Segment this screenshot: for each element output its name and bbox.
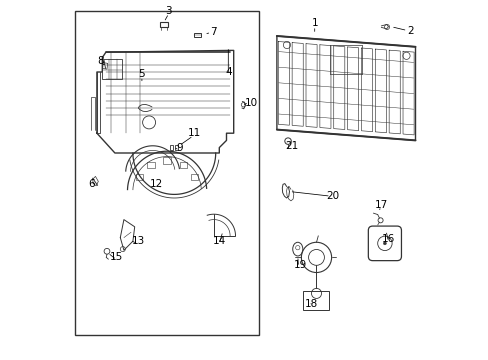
FancyBboxPatch shape <box>367 226 401 261</box>
FancyBboxPatch shape <box>170 145 173 150</box>
Text: 12: 12 <box>149 179 163 189</box>
Text: 14: 14 <box>212 236 225 246</box>
Text: 19: 19 <box>293 260 306 270</box>
FancyBboxPatch shape <box>163 157 170 163</box>
Text: 1: 1 <box>311 18 317 28</box>
Text: 3: 3 <box>165 6 172 16</box>
Text: 7: 7 <box>210 27 217 37</box>
FancyBboxPatch shape <box>160 22 167 27</box>
FancyBboxPatch shape <box>179 162 186 168</box>
Text: 4: 4 <box>224 67 231 77</box>
FancyBboxPatch shape <box>136 174 143 180</box>
Text: 10: 10 <box>244 98 258 108</box>
Text: 9: 9 <box>176 143 183 153</box>
FancyBboxPatch shape <box>102 59 122 79</box>
Circle shape <box>383 242 386 245</box>
FancyBboxPatch shape <box>194 33 201 37</box>
FancyBboxPatch shape <box>75 11 258 335</box>
Text: 21: 21 <box>285 141 298 151</box>
Text: 2: 2 <box>406 26 412 36</box>
Text: 5: 5 <box>138 69 145 79</box>
Text: 18: 18 <box>304 299 317 309</box>
Text: 15: 15 <box>110 252 123 262</box>
Text: 13: 13 <box>131 236 144 246</box>
FancyBboxPatch shape <box>147 162 154 168</box>
FancyBboxPatch shape <box>174 145 177 150</box>
Text: 17: 17 <box>374 200 387 210</box>
FancyBboxPatch shape <box>190 174 198 180</box>
Text: 11: 11 <box>187 128 200 138</box>
Text: 20: 20 <box>325 191 339 201</box>
Text: 8: 8 <box>97 56 103 66</box>
Text: 16: 16 <box>381 234 394 244</box>
Text: 6: 6 <box>88 179 95 189</box>
